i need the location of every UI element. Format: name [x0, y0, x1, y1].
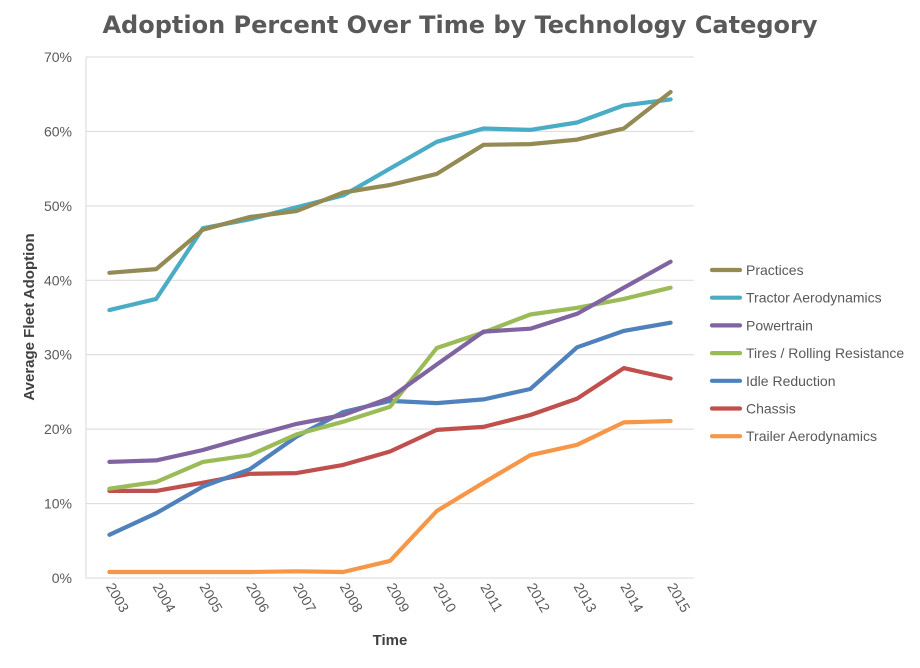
y-tick-label: 70%: [44, 49, 72, 65]
y-tick-label: 10%: [44, 496, 72, 512]
legend: Practices Tractor Aerodynamics Powertrain T…: [709, 262, 904, 444]
y-tick-label: 0%: [52, 570, 72, 586]
x-axis-title: Time: [373, 632, 408, 649]
y-tick-label: 40%: [44, 272, 72, 288]
series-line-trailer-aerodynamics: [107, 418, 673, 575]
series-line-practices: [107, 89, 673, 275]
legend-label: Practices: [746, 262, 804, 278]
legend-label: Trailer Aerodynamics: [746, 428, 877, 444]
y-tick-label: 50%: [44, 198, 72, 214]
gridlines: [86, 56, 694, 505]
series-lines: [107, 89, 673, 575]
series-line-idle-reduction: [107, 320, 673, 537]
series-line-chassis: [107, 366, 673, 493]
series-line-powertrain: [107, 259, 673, 464]
y-axis-title: Average Fleet Adoption: [21, 233, 38, 400]
y-tick-label: 60%: [44, 123, 72, 139]
legend-label: Tractor Aerodynamics: [746, 290, 882, 306]
legend-label: Powertrain: [746, 317, 813, 333]
legend-label: Tires / Rolling Resistance: [746, 345, 904, 361]
y-axis-ticks: 0% 10% 20% 30% 40% 50% 60% 70%: [44, 49, 72, 586]
legend-label: Idle Reduction: [746, 373, 836, 389]
y-tick-label: 20%: [44, 421, 72, 437]
chart-title: Adoption Percent Over Time by Technology…: [102, 11, 817, 39]
series-line-tires-rolling-resistance: [107, 285, 673, 491]
y-tick-label: 30%: [44, 347, 72, 363]
legend-label: Chassis: [746, 401, 796, 417]
